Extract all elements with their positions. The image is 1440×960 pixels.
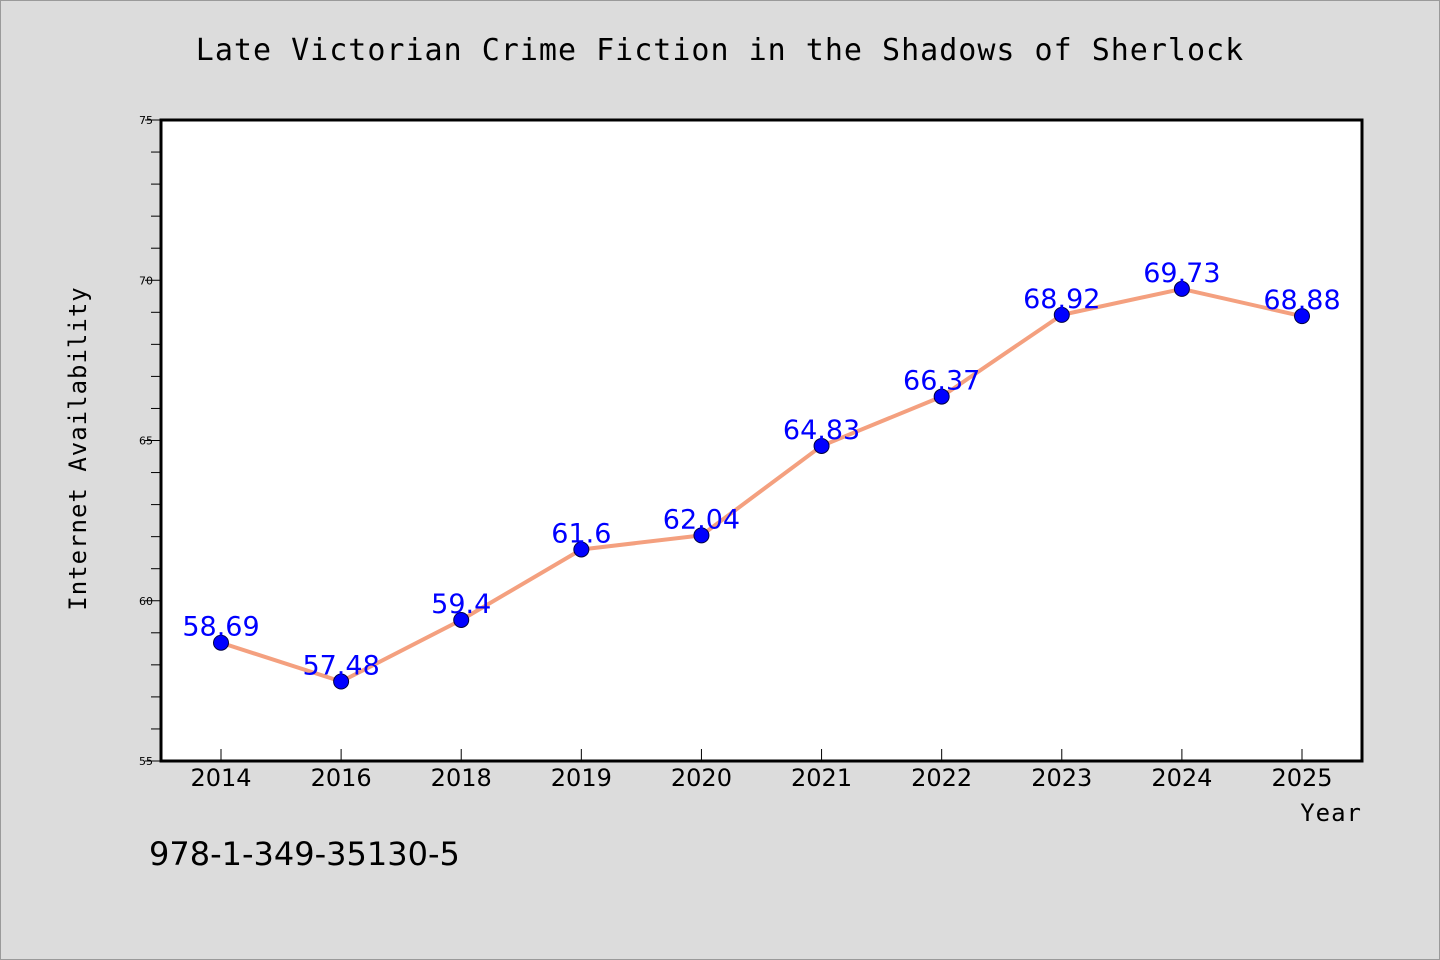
data-label: 62.04	[663, 504, 740, 535]
data-label: 64.83	[783, 415, 860, 446]
plot-area	[159, 118, 1364, 763]
data-label: 68.92	[1023, 284, 1100, 315]
data-label: 68.88	[1263, 285, 1340, 316]
x-tick-label: 2014	[190, 764, 251, 792]
x-tick-label: 2018	[431, 764, 492, 792]
data-label: 61.6	[551, 518, 611, 549]
series-line	[220, 286, 1303, 684]
data-label: 59.4	[431, 589, 491, 620]
data-label: 57.48	[302, 651, 379, 682]
y-tick-label: 60	[139, 595, 153, 608]
x-tick-label: 2023	[1031, 764, 1092, 792]
data-label: 58.69	[182, 612, 259, 643]
data-point	[813, 437, 830, 454]
data-point	[213, 634, 229, 651]
data-point	[573, 541, 590, 558]
x-tick-label: 2024	[1151, 764, 1212, 792]
data-point	[453, 611, 470, 628]
data-label: 66.37	[903, 366, 980, 397]
y-tick-label: 65	[139, 435, 153, 448]
x-tick-label: 2025	[1271, 764, 1332, 792]
x-axis-label: Year	[1300, 799, 1362, 827]
data-label: 69.73	[1143, 258, 1220, 289]
data-point	[693, 527, 710, 544]
data-point	[1173, 280, 1190, 297]
x-tick-label: 2021	[791, 764, 852, 792]
x-tick-label: 2019	[551, 764, 612, 792]
y-tick-label: 55	[139, 755, 153, 768]
y-tick-label: 75	[139, 114, 153, 127]
y-axis-label: Internet Availability	[64, 286, 92, 610]
chart-title: Late Victorian Crime Fiction in the Shad…	[195, 33, 1245, 68]
x-tick-label: 2022	[911, 764, 972, 792]
data-point	[1294, 308, 1310, 325]
data-point	[333, 673, 350, 690]
x-tick-label: 2020	[671, 764, 732, 792]
x-tick-label: 2016	[311, 764, 372, 792]
isbn-text: 978-1-349-35130-5	[149, 835, 460, 873]
data-point	[933, 388, 950, 405]
data-point	[1053, 306, 1070, 323]
y-tick-label: 70	[139, 274, 153, 287]
